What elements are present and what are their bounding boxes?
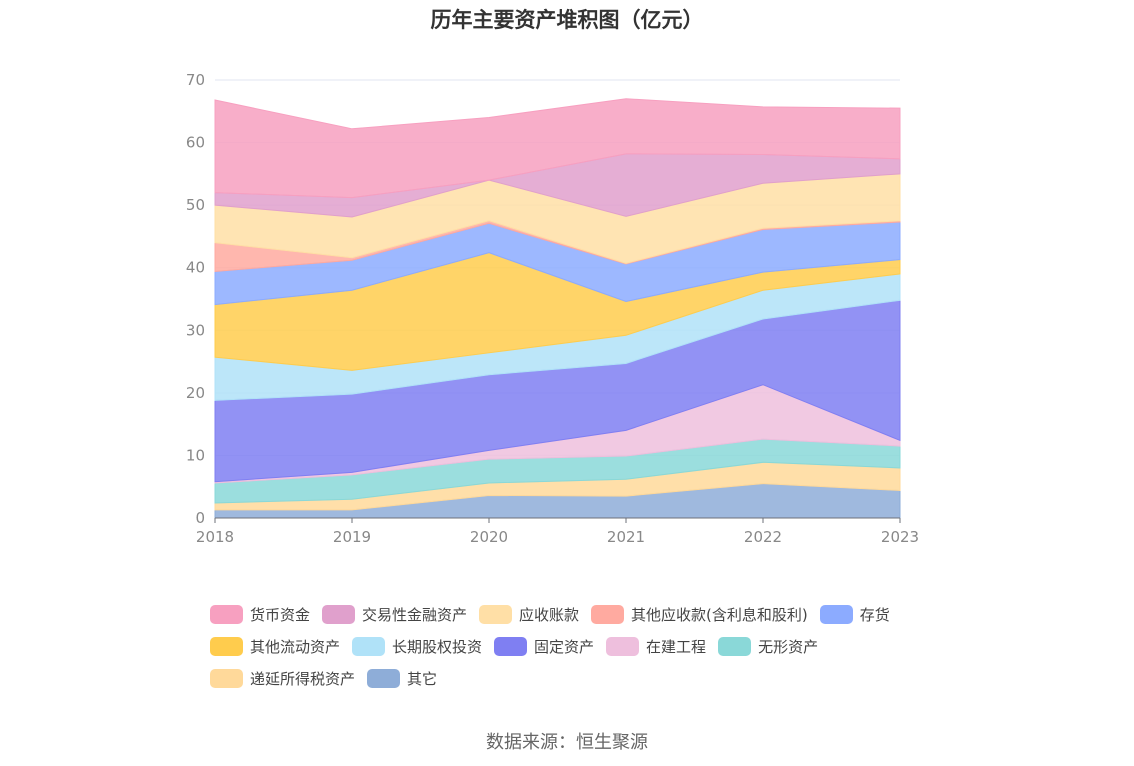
legend-label: 其他应收款(含利息和股利) [631, 605, 808, 624]
legend-label: 货币资金 [250, 605, 311, 624]
x-tick-label: 2021 [607, 528, 645, 546]
legend-label: 应收账款 [519, 605, 580, 624]
y-tick-label: 50 [186, 196, 205, 214]
legend-swatch [819, 604, 853, 624]
legend-label: 其他流动资产 [250, 637, 341, 656]
source-note: 数据来源：恒生聚源 [486, 732, 648, 753]
legend-item[interactable]: 其它 [367, 666, 437, 690]
y-tick-label: 30 [186, 321, 205, 339]
y-tick-label: 40 [186, 259, 205, 277]
legend-swatch [494, 636, 528, 656]
legend-label: 长期股权投资 [392, 637, 483, 656]
legend-swatch [591, 604, 625, 624]
legend-swatch [322, 604, 356, 624]
area-series-group [214, 98, 901, 519]
legend-item[interactable]: 在建工程 [606, 634, 706, 658]
legend-label: 交易性金融资产 [362, 605, 468, 624]
legend-item[interactable]: 无形资产 [718, 634, 818, 658]
y-tick-label: 10 [186, 446, 205, 464]
legend-swatch [606, 636, 640, 656]
legend-swatch [352, 636, 386, 656]
legend-item[interactable]: 存货 [819, 602, 890, 626]
legend-item[interactable]: 长期股权投资 [352, 634, 482, 658]
legend-item[interactable]: 其他应收款(含利息和股利) [591, 602, 808, 626]
legend-swatch [367, 668, 401, 688]
legend-item[interactable]: 固定资产 [494, 634, 594, 658]
legend-item[interactable]: 交易性金融资产 [322, 602, 467, 626]
area-series[interactable] [214, 98, 901, 199]
legend-swatch [479, 604, 513, 624]
legend: 货币资金 交易性金融资产 应收账款 其他应收款(含利息和股利) 存货其他流动资产 长期股权… [210, 598, 950, 694]
legend-swatch [718, 636, 752, 656]
x-tick-label: 2023 [881, 528, 919, 546]
legend-swatch [210, 668, 243, 688]
legend-item[interactable]: 其他流动资产 [210, 634, 340, 658]
legend-label: 固定资产 [534, 637, 595, 656]
legend-label: 存货 [859, 605, 890, 624]
legend-swatch [210, 604, 243, 624]
y-tick-label: 70 [186, 71, 205, 89]
x-tick-label: 2019 [333, 528, 371, 546]
y-tick-label: 60 [186, 134, 205, 152]
legend-item[interactable]: 货币资金 [210, 602, 310, 626]
stacked-area-chart: 0 10 20 30 40 50 60 70 2018 2019 2020 2021 2022 2023 [186, 71, 919, 546]
x-tick-label: 2022 [744, 528, 782, 546]
legend-label: 其它 [407, 669, 438, 688]
y-tick-label: 0 [195, 509, 205, 527]
y-tick-label: 20 [186, 384, 205, 402]
chart-title: 历年主要资产堆积图（亿元） [430, 8, 704, 32]
x-tick-label: 2020 [470, 528, 508, 546]
legend-label: 无形资产 [758, 637, 819, 656]
axes: 0 10 20 30 40 50 60 70 2018 2019 2020 2021 2022 2023 [186, 71, 919, 546]
legend-label: 在建工程 [646, 637, 707, 656]
legend-item[interactable]: 应收账款 [479, 602, 579, 626]
legend-item[interactable]: 递延所得税资产 [210, 666, 355, 690]
legend-swatch [210, 636, 243, 656]
legend-label: 递延所得税资产 [250, 669, 356, 688]
x-tick-label: 2018 [196, 528, 234, 546]
